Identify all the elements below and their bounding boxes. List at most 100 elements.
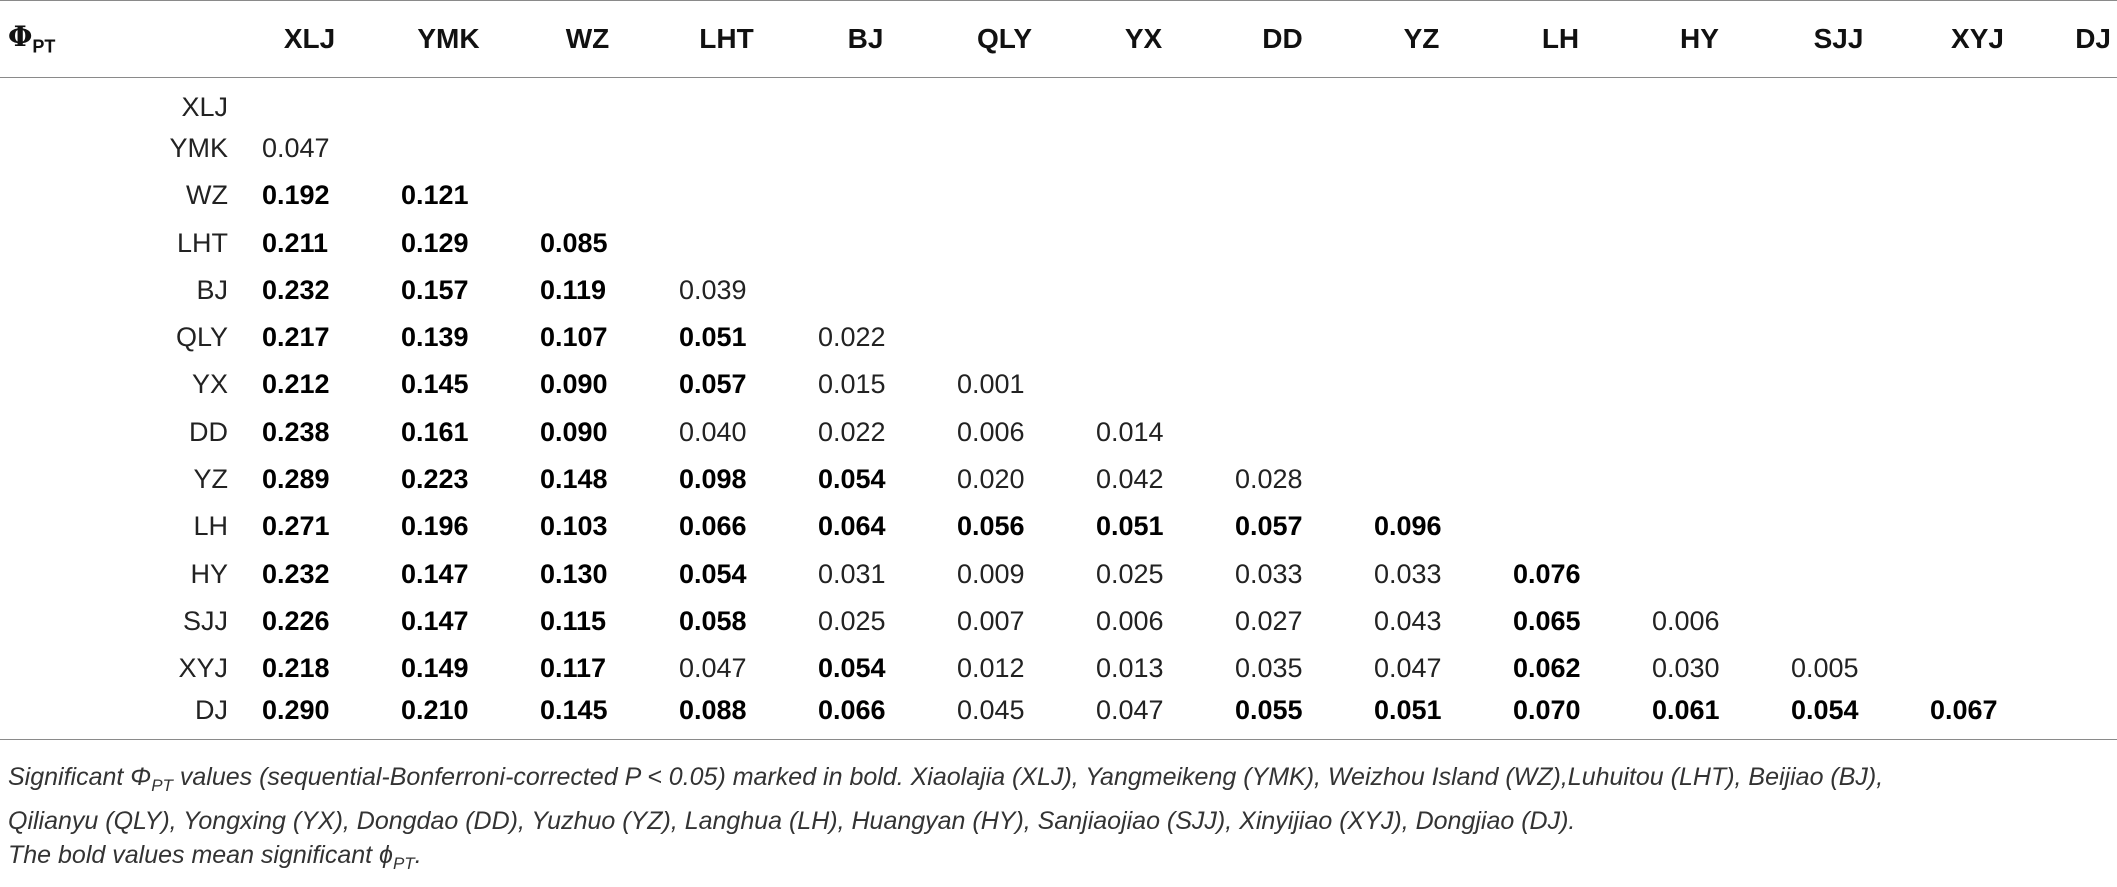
empty-cell — [1491, 172, 1630, 219]
table-header: ΦPT XLJ YMK WZ LHT BJ QLY YX DD YZ LH HY SJJ XYJ DJ — [0, 0, 2117, 78]
significant-value-cell: 0.057 — [679, 369, 747, 400]
significant-value-cell: 0.066 — [796, 692, 935, 741]
empty-cell — [1908, 550, 2047, 597]
significant-value-cell: 0.088 — [657, 692, 796, 741]
significant-value-cell: 0.157 — [401, 274, 469, 305]
empty-cell — [1630, 78, 1769, 125]
empty-cell — [1213, 267, 1352, 314]
empty-cell — [240, 78, 379, 125]
empty-cell — [2047, 219, 2117, 266]
value-cell: 0.039 — [679, 274, 747, 305]
empty-cell — [796, 125, 935, 172]
table-body: XLJ YMK 0.047 WZ 0.192 0.121 LHT 0.211 0.129 0.08… — [0, 78, 2117, 741]
column-header: WZ — [518, 0, 657, 78]
value-cell: 0.047 — [1074, 692, 1213, 741]
significant-value-cell: 0.147 — [401, 558, 469, 589]
row-label: DJ — [0, 692, 240, 741]
column-header: DD — [1213, 0, 1352, 78]
value-cell: 0.028 — [1235, 464, 1303, 495]
significant-value-cell: 0.090 — [540, 369, 608, 400]
empty-cell — [1769, 267, 1908, 314]
empty-cell — [1769, 550, 1908, 597]
footnote-1-suffix: values (sequential-Bonferroni-corrected … — [172, 763, 1884, 791]
significant-value-cell: 0.145 — [401, 369, 469, 400]
row-label: LH — [193, 511, 228, 542]
empty-cell — [1630, 314, 1769, 361]
column-header: DJ — [2047, 0, 2117, 78]
empty-cell — [1630, 550, 1769, 597]
significant-value-cell: 0.051 — [679, 322, 747, 353]
empty-cell — [1491, 409, 1630, 456]
empty-cell — [1630, 219, 1769, 266]
significant-value-cell: 0.062 — [1513, 653, 1581, 684]
column-header: YZ — [1352, 0, 1491, 78]
value-cell: 0.047 — [262, 132, 330, 163]
empty-cell — [1352, 456, 1491, 503]
significant-value-cell: 0.218 — [262, 653, 330, 684]
empty-cell — [657, 78, 796, 125]
empty-cell — [2047, 503, 2117, 550]
significant-value-cell: 0.051 — [1096, 511, 1164, 542]
empty-cell — [1908, 267, 2047, 314]
row-label: LHT — [176, 227, 228, 258]
significant-value-cell: 0.119 — [540, 274, 607, 305]
empty-cell — [1908, 645, 2047, 692]
table-row: LHT 0.211 0.129 0.085 — [0, 219, 2117, 266]
empty-cell — [1908, 314, 2047, 361]
empty-cell — [1213, 78, 1352, 125]
empty-cell — [657, 219, 796, 266]
value-cell: 0.033 — [1235, 558, 1303, 589]
significant-value-cell: 0.070 — [1491, 692, 1630, 741]
empty-cell — [379, 78, 518, 125]
table-row: DJ 0.290 0.210 0.145 0.088 0.066 0.045 0.047 0.0… — [0, 692, 2117, 741]
significant-value-cell: 0.098 — [679, 464, 747, 495]
significant-value-cell: 0.149 — [401, 653, 469, 684]
empty-cell — [518, 78, 657, 125]
empty-cell — [1352, 409, 1491, 456]
empty-cell — [2047, 361, 2117, 408]
corner-subscript: PT — [32, 36, 56, 57]
column-header: BJ — [796, 0, 935, 78]
value-cell: 0.015 — [818, 369, 886, 400]
empty-cell — [1630, 267, 1769, 314]
significant-value-cell: 0.055 — [1213, 692, 1352, 741]
significant-value-cell: 0.148 — [540, 464, 608, 495]
footnote-line-1: Significant ΦPT values (sequential-Bonfe… — [8, 760, 2108, 804]
empty-cell — [1352, 314, 1491, 361]
row-label: WZ — [186, 180, 228, 211]
significant-value-cell: 0.054 — [818, 464, 886, 495]
empty-cell — [1352, 172, 1491, 219]
empty-cell — [1074, 314, 1213, 361]
empty-cell — [1908, 456, 2047, 503]
row-label: QLY — [175, 322, 228, 353]
empty-cell — [1213, 361, 1352, 408]
empty-cell — [1769, 456, 1908, 503]
value-cell: 0.014 — [1096, 416, 1164, 447]
significant-value-cell: 0.107 — [540, 322, 608, 353]
table-row: YMK 0.047 — [0, 125, 2117, 172]
empty-cell — [2047, 125, 2117, 172]
significant-value-cell: 0.139 — [401, 322, 469, 353]
empty-cell — [935, 314, 1074, 361]
value-cell: 0.027 — [1235, 605, 1303, 636]
corner-header: ΦPT — [0, 0, 240, 78]
footnote-3-subscript: PT — [392, 854, 415, 873]
empty-cell — [935, 78, 1074, 125]
significant-value-cell: 0.076 — [1513, 558, 1581, 589]
empty-cell — [1630, 125, 1769, 172]
empty-cell — [1491, 78, 1630, 125]
empty-cell — [2047, 267, 2117, 314]
row-label: XYJ — [178, 653, 228, 684]
significant-value-cell: 0.058 — [679, 605, 747, 636]
row-label: DD — [189, 416, 228, 447]
significant-value-cell: 0.145 — [518, 692, 657, 741]
empty-cell — [1630, 361, 1769, 408]
empty-cell — [1630, 409, 1769, 456]
value-cell: 0.031 — [818, 558, 886, 589]
significant-value-cell: 0.211 — [262, 227, 329, 258]
significant-value-cell: 0.289 — [262, 464, 330, 495]
empty-cell — [1352, 78, 1491, 125]
column-header: XLJ — [240, 0, 379, 78]
empty-cell — [1769, 172, 1908, 219]
table-footnotes: Significant ΦPT values (sequential-Bonfe… — [8, 760, 2108, 882]
